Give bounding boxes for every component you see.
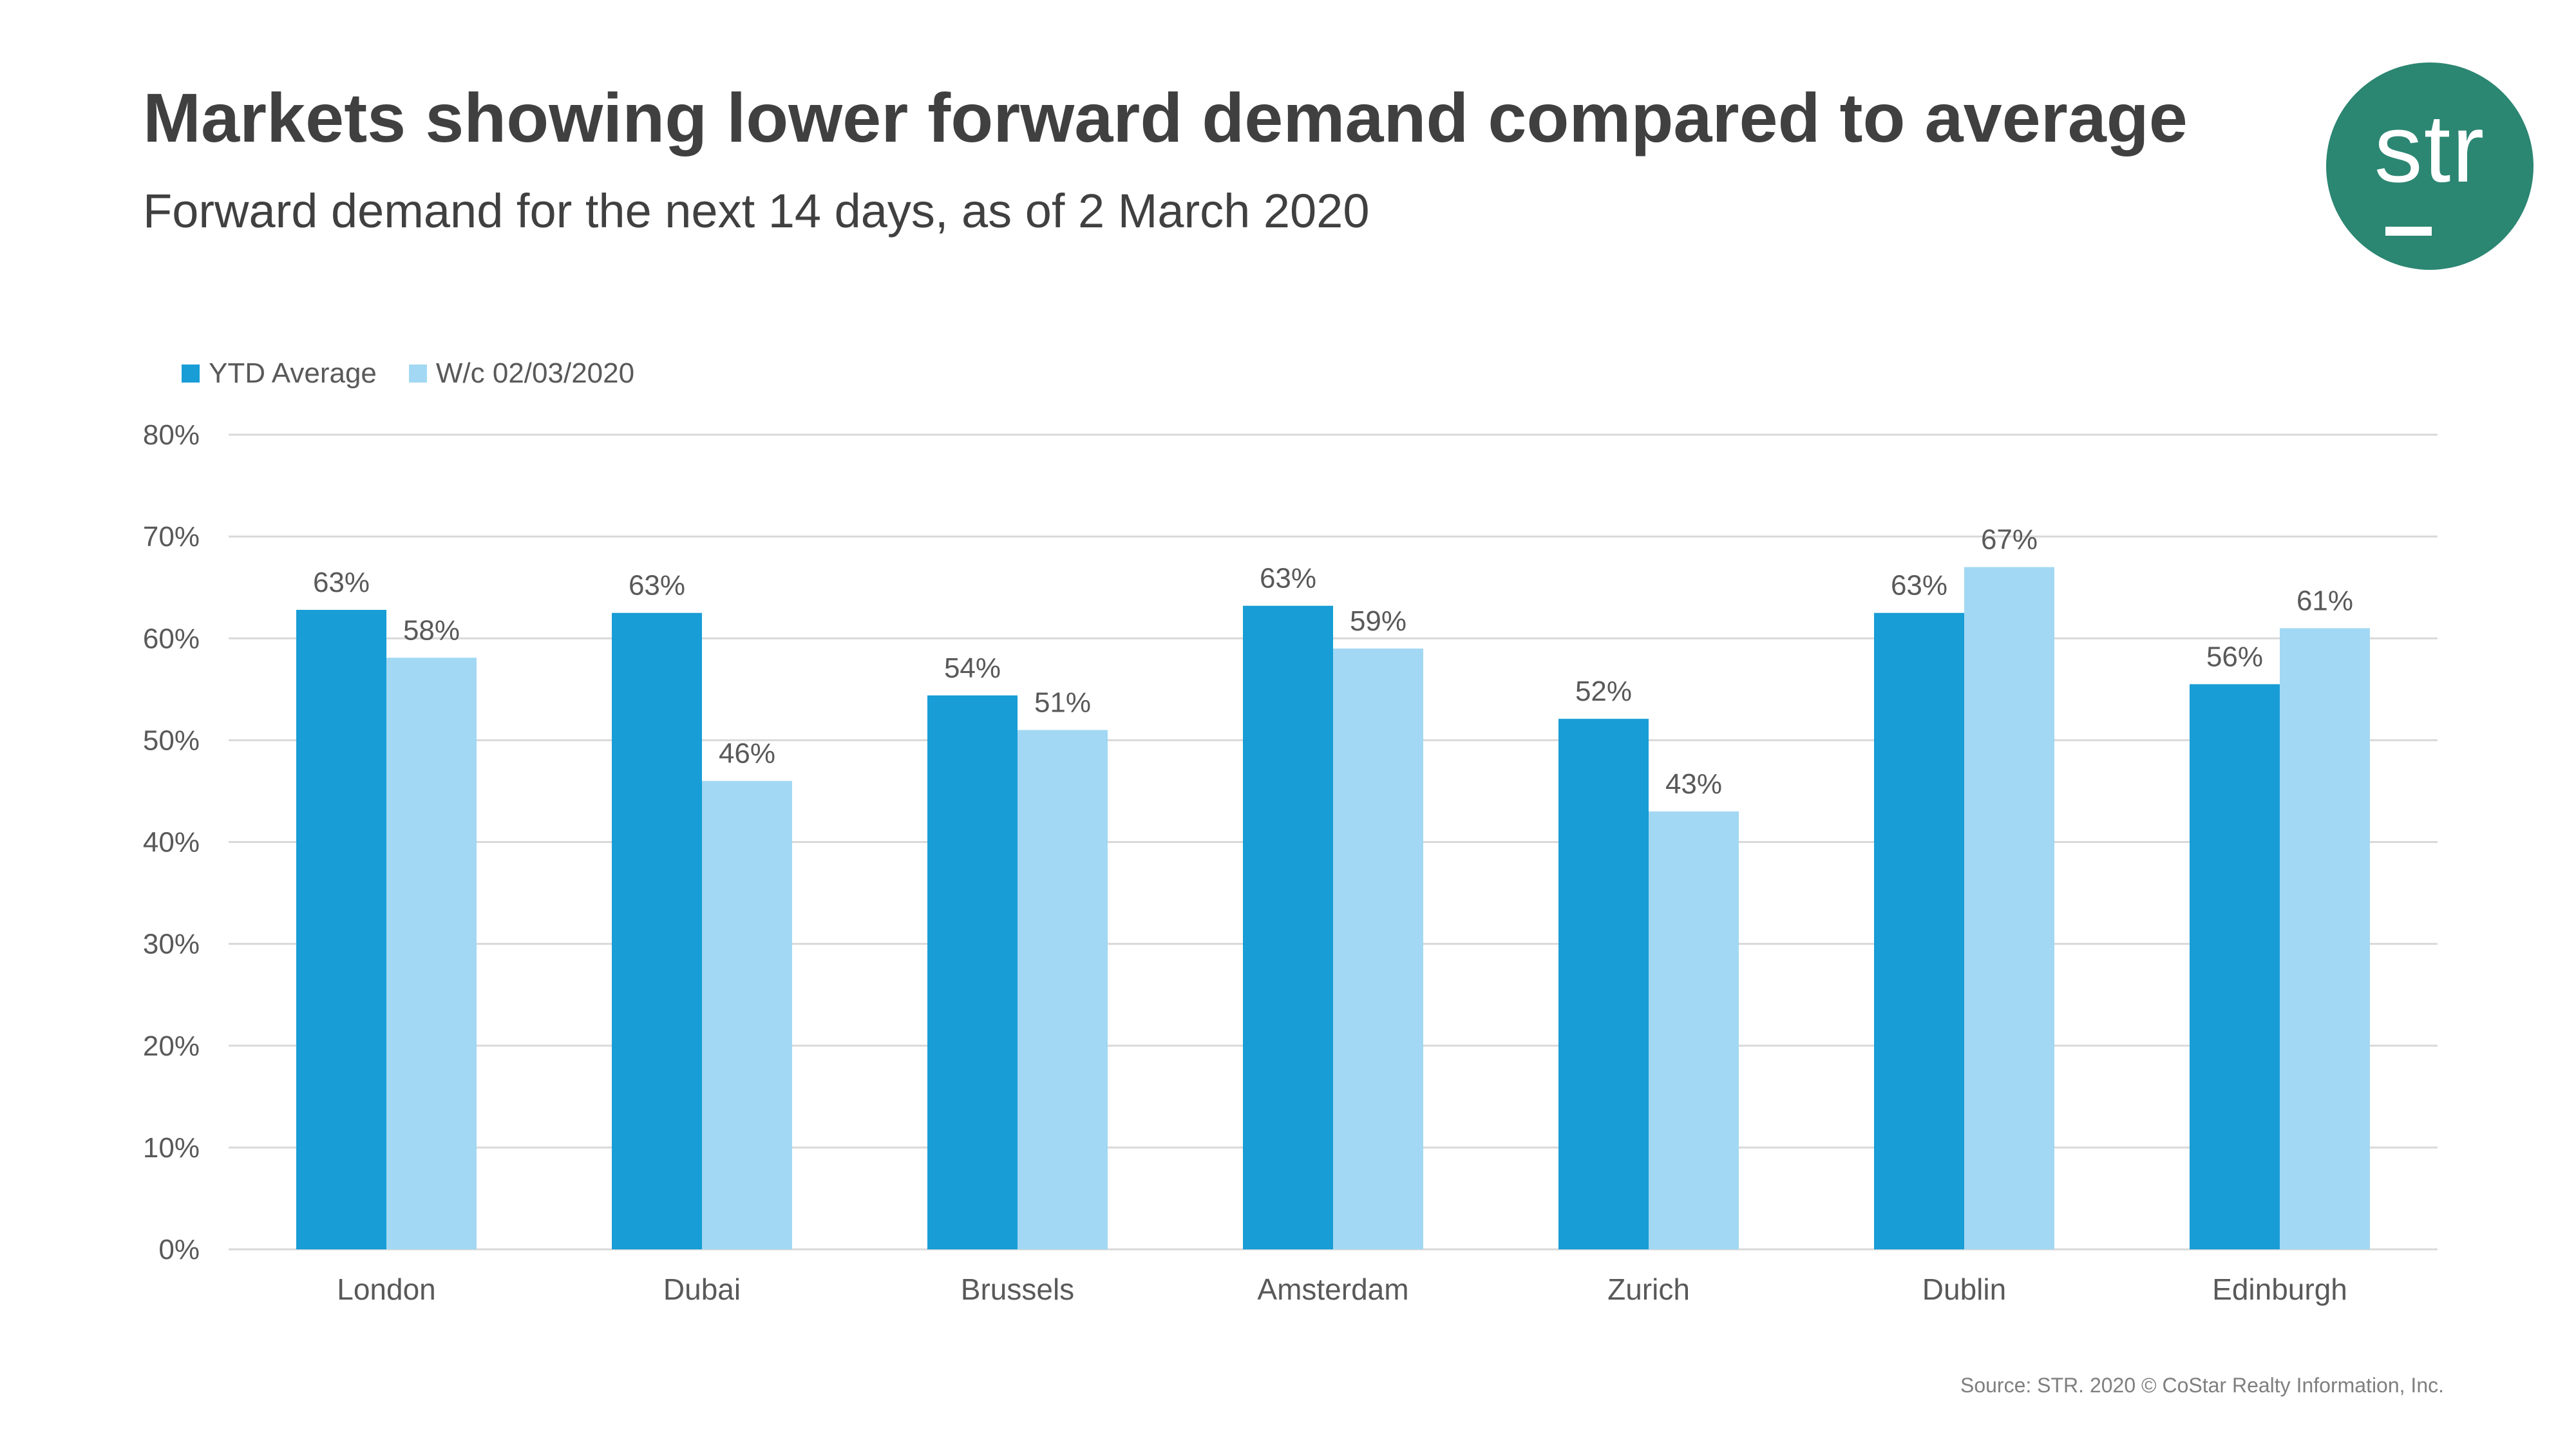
legend-swatch-ytd — [182, 365, 200, 383]
bar-ytd — [1558, 719, 1649, 1249]
y-tick-label: 50% — [143, 724, 200, 756]
chart-subtitle: Forward demand for the next 14 days, as … — [143, 184, 1370, 238]
data-label: 63% — [629, 570, 685, 601]
bar-wc — [386, 658, 477, 1249]
bar-ytd — [927, 695, 1018, 1249]
data-label: 63% — [1260, 563, 1316, 594]
data-label: 61% — [2297, 585, 2353, 616]
y-tick-label: 20% — [143, 1030, 200, 1062]
y-tick-label: 40% — [143, 827, 200, 858]
legend-item-wc: W/c 02/03/2020 — [408, 357, 635, 390]
bar-ytd — [1243, 605, 1333, 1249]
x-tick-label: Edinburgh — [2212, 1273, 2347, 1306]
data-label: 46% — [719, 738, 775, 770]
str-logo-text: str — [2374, 94, 2486, 202]
y-tick-label: 70% — [143, 521, 200, 553]
legend-swatch-wc — [408, 365, 427, 383]
legend-item-ytd: YTD Average — [182, 357, 377, 390]
y-tick-label: 80% — [143, 419, 200, 451]
x-tick-label: Zurich — [1607, 1273, 1690, 1306]
bar-wc — [1333, 649, 1423, 1249]
bar-wc — [702, 781, 792, 1249]
source-note: Source: STR. 2020 © CoStar Realty Inform… — [1960, 1374, 2444, 1397]
x-tick-label: Dubai — [663, 1273, 741, 1306]
legend-label-wc: W/c 02/03/2020 — [435, 357, 635, 389]
str-logo-underline — [2385, 227, 2432, 236]
chart-title: Markets showing lower forward demand com… — [143, 79, 2188, 156]
y-tick-label: 0% — [158, 1234, 200, 1265]
bar-wc — [1649, 811, 1739, 1249]
chart-legend: YTD Average W/c 02/03/2020 — [182, 357, 667, 390]
bar-ytd — [1874, 612, 1964, 1249]
x-tick-label: Amsterdam — [1257, 1273, 1408, 1306]
data-label: 43% — [1665, 768, 1722, 800]
bar-ytd — [2190, 684, 2280, 1249]
x-tick-label: Dublin — [1922, 1273, 2006, 1306]
data-label: 63% — [1891, 570, 1947, 601]
str-logo: str — [2326, 62, 2533, 270]
data-label: 58% — [403, 614, 460, 646]
bar-ytd — [612, 612, 702, 1249]
data-label: 63% — [313, 567, 370, 598]
legend-label-ytd: YTD Average — [209, 357, 377, 389]
data-label: 59% — [1350, 605, 1406, 637]
y-tick-label: 60% — [143, 623, 200, 654]
bar-wc — [1018, 730, 1108, 1249]
data-label: 51% — [1034, 687, 1091, 719]
bar-ytd — [296, 609, 386, 1249]
y-tick-label: 10% — [143, 1132, 200, 1164]
x-tick-label: London — [337, 1273, 436, 1306]
data-label: 52% — [1575, 676, 1632, 707]
data-label: 54% — [944, 652, 1001, 684]
data-label: 56% — [2206, 641, 2263, 672]
bar-wc — [1964, 567, 2054, 1249]
data-label: 67% — [1981, 524, 2038, 556]
x-tick-label: Brussels — [961, 1273, 1074, 1306]
bar-wc — [2280, 628, 2370, 1249]
y-tick-label: 30% — [143, 929, 200, 960]
